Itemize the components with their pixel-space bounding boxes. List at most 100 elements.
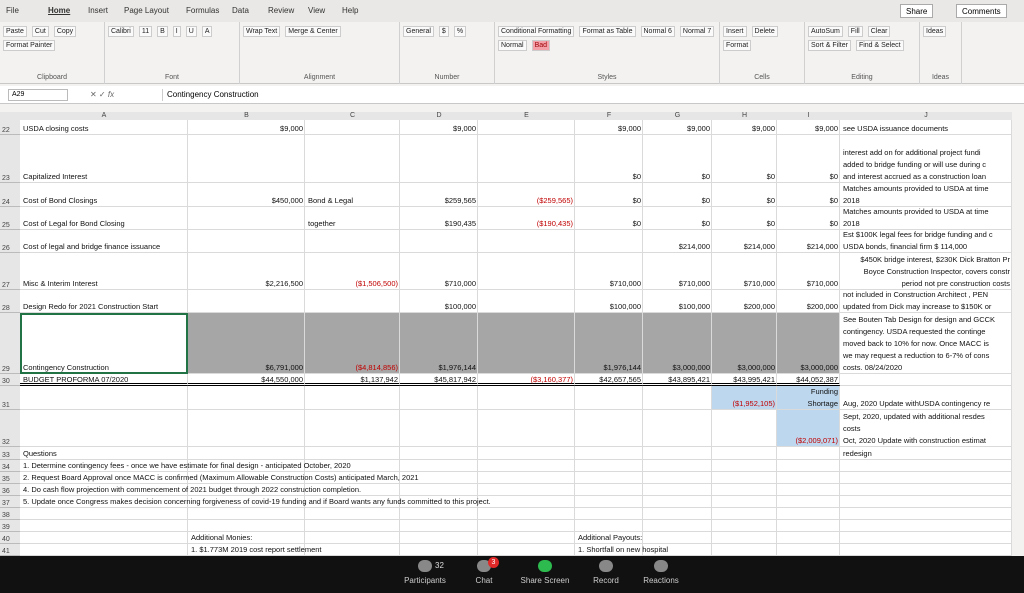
cell[interactable] xyxy=(643,520,712,532)
cell[interactable] xyxy=(188,386,305,410)
cell[interactable] xyxy=(20,374,188,386)
row-header[interactable]: 31 xyxy=(0,386,20,410)
cell[interactable] xyxy=(840,410,1012,447)
cell[interactable] xyxy=(575,410,643,447)
cell[interactable] xyxy=(20,508,188,520)
row-header[interactable]: 23 xyxy=(0,135,20,183)
cell[interactable] xyxy=(478,410,575,447)
ribbon-tab[interactable]: Page Layout xyxy=(124,6,169,15)
cell[interactable] xyxy=(188,207,305,230)
cell[interactable] xyxy=(712,183,777,207)
cell[interactable] xyxy=(643,460,712,472)
cell[interactable] xyxy=(712,290,777,313)
cell[interactable] xyxy=(305,520,400,532)
cell[interactable] xyxy=(840,460,1012,472)
cell[interactable] xyxy=(400,410,478,447)
cell[interactable] xyxy=(840,484,1012,496)
cell[interactable] xyxy=(400,183,478,207)
cell[interactable] xyxy=(575,253,643,290)
cell[interactable] xyxy=(777,472,840,484)
cell[interactable] xyxy=(478,374,575,386)
column-header[interactable]: C xyxy=(305,112,401,120)
ribbon-button[interactable]: Format Painter xyxy=(3,40,56,51)
cell[interactable] xyxy=(188,253,305,290)
cell[interactable] xyxy=(20,207,188,230)
cell[interactable] xyxy=(20,532,188,544)
cell[interactable] xyxy=(478,313,575,374)
cell[interactable] xyxy=(777,496,840,508)
ribbon-button[interactable]: I xyxy=(172,26,181,37)
cell[interactable] xyxy=(575,374,643,386)
cell[interactable] xyxy=(400,120,478,135)
cell[interactable] xyxy=(20,447,188,460)
cell[interactable] xyxy=(305,313,400,374)
cell[interactable] xyxy=(840,532,1012,544)
cell[interactable] xyxy=(188,374,305,386)
cell[interactable] xyxy=(777,183,840,207)
row-header[interactable]: 29 xyxy=(0,313,20,374)
cell[interactable] xyxy=(840,374,1012,386)
cell[interactable] xyxy=(20,183,188,207)
cell[interactable] xyxy=(188,230,305,253)
cell[interactable] xyxy=(188,472,305,484)
row-header[interactable]: 25 xyxy=(0,207,20,230)
cell[interactable] xyxy=(400,135,478,183)
ribbon-button[interactable]: Ideas xyxy=(923,26,947,37)
cell[interactable] xyxy=(305,460,400,472)
cell[interactable] xyxy=(777,120,840,135)
ribbon-button[interactable]: General xyxy=(403,26,434,37)
cell[interactable] xyxy=(575,447,643,460)
cell[interactable] xyxy=(20,135,188,183)
cell[interactable] xyxy=(478,472,575,484)
cell[interactable] xyxy=(188,484,305,496)
cell[interactable] xyxy=(777,447,840,460)
cell[interactable] xyxy=(188,183,305,207)
ribbon-tab[interactable]: Data xyxy=(232,6,249,15)
cell[interactable] xyxy=(643,508,712,520)
cell[interactable] xyxy=(575,135,643,183)
column-header[interactable]: I xyxy=(777,112,841,120)
cell[interactable] xyxy=(305,386,400,410)
ribbon-tab[interactable]: View xyxy=(308,6,326,15)
cell[interactable] xyxy=(305,230,400,253)
cell[interactable] xyxy=(840,496,1012,508)
cell[interactable] xyxy=(478,508,575,520)
ribbon-button[interactable]: AutoSum xyxy=(808,26,843,37)
cell[interactable] xyxy=(840,120,1012,135)
cell[interactable] xyxy=(478,496,575,508)
cell[interactable] xyxy=(777,313,840,374)
toolbar-label[interactable]: Share Screen xyxy=(520,576,570,585)
cell[interactable] xyxy=(20,472,188,484)
cell[interactable] xyxy=(575,120,643,135)
cell[interactable] xyxy=(188,508,305,520)
cell[interactable] xyxy=(643,447,712,460)
cell[interactable] xyxy=(712,447,777,460)
cell[interactable] xyxy=(777,230,840,253)
row-header[interactable]: 37 xyxy=(0,496,20,508)
cell[interactable] xyxy=(575,230,643,253)
cell[interactable] xyxy=(305,508,400,520)
cell[interactable] xyxy=(20,313,188,374)
cell[interactable] xyxy=(840,508,1012,520)
ribbon-button[interactable]: Normal xyxy=(498,40,527,51)
cell[interactable] xyxy=(478,520,575,532)
ribbon-button[interactable]: Fill xyxy=(847,26,863,37)
ribbon-button[interactable]: B xyxy=(157,26,168,37)
cell[interactable] xyxy=(777,532,840,544)
cell[interactable] xyxy=(575,484,643,496)
ribbon-tab[interactable]: Insert xyxy=(88,6,109,15)
cell[interactable] xyxy=(643,253,712,290)
cell[interactable] xyxy=(305,472,400,484)
cell[interactable] xyxy=(20,386,188,410)
cell[interactable] xyxy=(840,183,1012,207)
cell[interactable] xyxy=(840,207,1012,230)
row-header[interactable]: 40 xyxy=(0,532,20,544)
column-header[interactable]: G xyxy=(643,112,713,120)
cell[interactable] xyxy=(478,253,575,290)
cell[interactable] xyxy=(478,183,575,207)
column-header[interactable]: F xyxy=(575,112,644,120)
cell[interactable] xyxy=(400,313,478,374)
cell[interactable] xyxy=(400,532,478,544)
cell[interactable] xyxy=(575,496,643,508)
formula-content[interactable]: Contingency Construction xyxy=(162,89,1002,101)
